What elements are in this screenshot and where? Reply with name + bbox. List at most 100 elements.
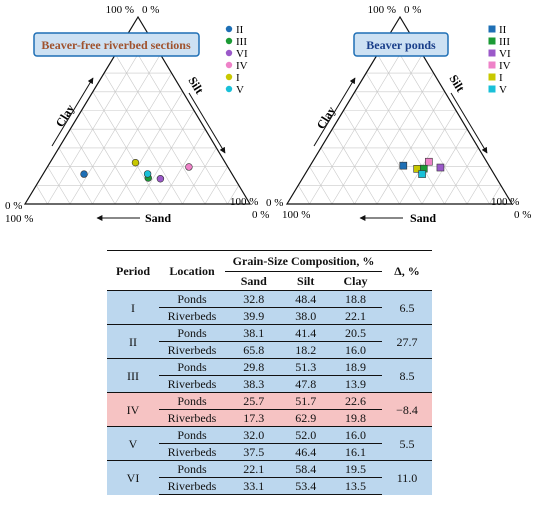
right-left-bottom-label: 100 % bbox=[282, 209, 310, 221]
value-cell: 29.8 bbox=[225, 358, 283, 376]
grid-line bbox=[227, 185, 240, 205]
location-cell: Ponds bbox=[159, 426, 225, 444]
grid-line bbox=[388, 35, 490, 205]
delta-cell: −8.4 bbox=[382, 392, 432, 427]
period-cell: V bbox=[107, 426, 159, 461]
delta-cell: 8.5 bbox=[382, 358, 432, 393]
value-cell: 32.8 bbox=[225, 290, 283, 308]
right-left-corner-label: 0 % bbox=[266, 197, 283, 209]
grain-size-table-grid: Period Location Grain-Size Composition, … bbox=[107, 250, 432, 495]
legend-label-vi: VI bbox=[499, 48, 511, 60]
grid-line bbox=[126, 35, 228, 205]
data-point-vi bbox=[156, 175, 165, 183]
col-group-header: Grain-Size Composition, % bbox=[225, 250, 382, 272]
value-cell: 13.9 bbox=[328, 375, 382, 393]
location-cell: Riverbeds bbox=[159, 443, 225, 461]
right-right-corner-label: 100 % bbox=[491, 196, 519, 208]
data-point-ii bbox=[80, 170, 88, 178]
legend-label-ii: II bbox=[236, 24, 244, 36]
value-cell: 18.9 bbox=[328, 358, 382, 376]
grid-line bbox=[92, 72, 172, 205]
grid-line bbox=[36, 185, 48, 205]
legend-marker-i bbox=[488, 73, 496, 81]
left-clay-label: Clay bbox=[53, 102, 78, 130]
legend-label-iii: III bbox=[499, 36, 510, 48]
value-cell: 32.0 bbox=[225, 426, 283, 444]
data-point-i bbox=[131, 158, 140, 167]
legend-marker-vi bbox=[488, 49, 496, 57]
legend-marker-v bbox=[225, 85, 233, 93]
value-cell: 41.4 bbox=[282, 324, 329, 342]
legend-label-v: V bbox=[499, 84, 507, 96]
value-cell: 13.5 bbox=[328, 477, 382, 495]
grid-line bbox=[182, 147, 217, 205]
legend-label-vi: VI bbox=[236, 48, 248, 60]
grid-line bbox=[69, 54, 161, 205]
grid-line bbox=[103, 72, 183, 205]
table-row: IV Ponds 25.7 51.7 22.6 −8.4 bbox=[107, 392, 432, 427]
right-silt-label: Silt bbox=[446, 72, 467, 94]
delta-cell: 5.5 bbox=[382, 426, 432, 461]
right-sand-label: Sand bbox=[410, 211, 436, 225]
delta-cell: 6.5 bbox=[382, 290, 432, 325]
legend-marker-iii bbox=[225, 37, 233, 45]
table-row: V Ponds 32.0 52.0 16.0 5.5 bbox=[107, 426, 432, 461]
grid-line bbox=[58, 147, 93, 205]
value-cell: 16.0 bbox=[328, 426, 382, 444]
table-row: Riverbeds 37.5 46.4 16.1 bbox=[107, 443, 432, 461]
period-cell: VI bbox=[107, 460, 159, 495]
legend-marker-v bbox=[488, 85, 496, 93]
period-cell: III bbox=[107, 358, 159, 393]
right-top-right-label: 0 % bbox=[404, 4, 421, 16]
table-row: I Ponds 32.8 48.4 18.8 6.5 bbox=[107, 290, 432, 325]
table-body: I Ponds 32.8 48.4 18.8 6.5 Riverbeds 39.9 38.0 22… bbox=[107, 290, 432, 495]
data-point-ii bbox=[399, 161, 408, 170]
value-cell: 58.4 bbox=[282, 460, 329, 478]
location-cell: Ponds bbox=[159, 392, 225, 410]
right-chart-title: Beaver ponds bbox=[366, 38, 436, 52]
col-delta-header: Δ, % bbox=[382, 250, 432, 291]
location-cell: Ponds bbox=[159, 460, 225, 478]
location-cell: Riverbeds bbox=[159, 307, 225, 325]
right-ternary-plot: Beaver ponds 100 % 0 % 0 % 100 % 100 % 0… bbox=[266, 4, 531, 225]
table-row: Riverbeds 17.3 62.9 19.8 bbox=[107, 409, 432, 427]
value-cell: 22.1 bbox=[328, 307, 382, 325]
location-cell: Riverbeds bbox=[159, 409, 225, 427]
grid-line bbox=[377, 54, 468, 205]
legend-label-i: I bbox=[236, 72, 240, 84]
grid-line bbox=[309, 35, 412, 205]
col-sand-header: Sand bbox=[225, 271, 283, 291]
location-cell: Ponds bbox=[159, 324, 225, 342]
left-clay-arrow bbox=[51, 77, 94, 147]
table-row: III Ponds 29.8 51.3 18.9 8.5 bbox=[107, 358, 432, 393]
grid-line bbox=[298, 185, 310, 205]
value-cell: 22.6 bbox=[328, 392, 382, 410]
table-row: VI Ponds 22.1 58.4 19.5 11.0 bbox=[107, 460, 432, 495]
legend-label-iv: IV bbox=[236, 60, 248, 72]
grid-line bbox=[365, 72, 445, 205]
right-clay-label: Clay bbox=[314, 104, 339, 132]
delta-cell: 27.7 bbox=[382, 324, 432, 359]
value-cell: 39.9 bbox=[225, 307, 283, 325]
left-silt-label: Silt bbox=[185, 74, 206, 96]
left-chart-title: Beaver-free riverbed sections bbox=[41, 38, 191, 52]
grid-line bbox=[354, 72, 434, 205]
left-ternary-plot: Beaver-free riverbed sections 100 % 0 % … bbox=[5, 4, 269, 225]
right-ternary-frame bbox=[285, 15, 514, 205]
value-cell: 18.2 bbox=[282, 341, 329, 359]
legend-marker-ii bbox=[225, 25, 233, 33]
left-left-corner-label: 0 % bbox=[5, 200, 22, 212]
delta-cell: 11.0 bbox=[382, 460, 432, 495]
legend-label-iv: IV bbox=[499, 60, 511, 72]
value-cell: 38.3 bbox=[225, 375, 283, 393]
value-cell: 38.0 bbox=[282, 307, 329, 325]
value-cell: 52.0 bbox=[282, 426, 329, 444]
data-point-vi bbox=[436, 163, 445, 172]
table-row: Riverbeds 39.9 38.0 22.1 bbox=[107, 307, 432, 325]
col-location-header: Location bbox=[159, 250, 225, 291]
value-cell: 37.5 bbox=[225, 443, 283, 461]
data-point-v bbox=[418, 170, 426, 178]
legend-marker-iv bbox=[225, 61, 233, 69]
legend-label-v: V bbox=[236, 84, 244, 96]
value-cell: 25.7 bbox=[225, 392, 283, 410]
